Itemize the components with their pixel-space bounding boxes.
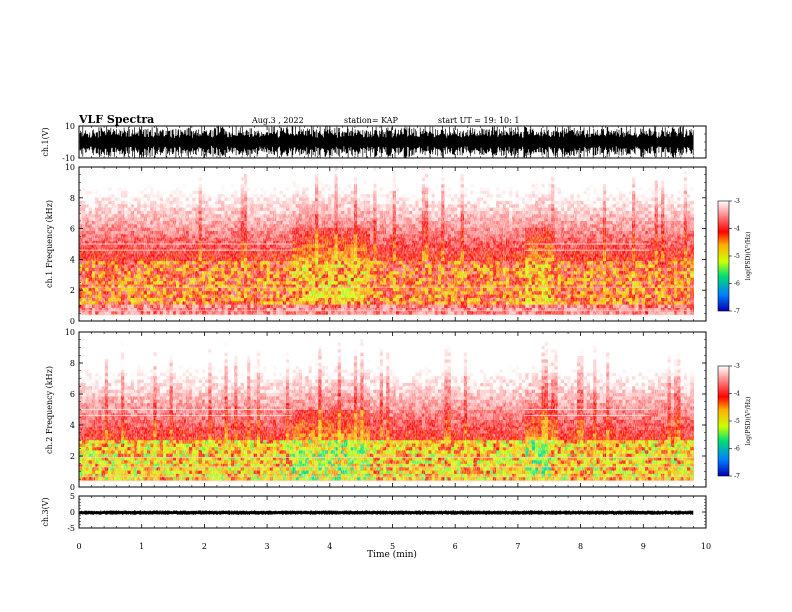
ch1-waveform-panel: 10 -10 ch.1(V) — [41, 122, 707, 163]
date-label: Aug.3 , 2022 — [251, 116, 304, 125]
y-tick-label: -10 — [62, 154, 75, 163]
ch1-waveform-line — [79, 126, 694, 158]
start-time-label: start UT = 19: 10: 1 — [438, 116, 519, 125]
ch1-waveform-trace — [79, 126, 694, 158]
ch1-waveform-axis: 10 -10 — [62, 122, 707, 163]
y-tick-label: 10 — [65, 122, 75, 131]
ch1-spectrogram-image — [79, 167, 694, 322]
station-label: station= KAP — [344, 116, 399, 125]
ch1-waveform-ylabel: ch.1(V) — [41, 127, 50, 156]
figure-title: VLF Spectra — [78, 113, 154, 126]
